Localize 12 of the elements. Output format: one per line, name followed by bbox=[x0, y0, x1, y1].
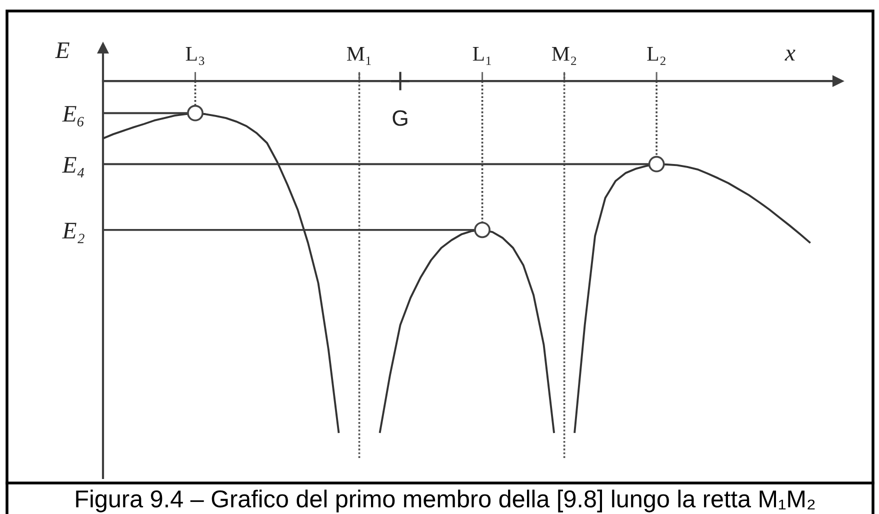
text: Figura 9.4 – Grafico del primo membro della [9.8] lungo la retta M₁M₂ bbox=[76, 490, 815, 512]
series-label: E₂ bbox=[62, 222, 84, 244]
x-tick-label: M₁ bbox=[346, 47, 371, 65]
series-label: E₄ bbox=[62, 157, 84, 178]
y-axis-title: E bbox=[55, 42, 70, 58]
series-label: E₆ bbox=[62, 106, 84, 126]
x-tick-label: L₃ bbox=[186, 47, 204, 65]
x-tick-label: L₂ bbox=[647, 47, 666, 65]
x-tick-label: M₂ bbox=[552, 47, 576, 65]
x-tick-label: L₁ bbox=[472, 47, 491, 65]
series-label: G bbox=[392, 110, 408, 126]
x-axis-title: x bbox=[784, 50, 796, 61]
